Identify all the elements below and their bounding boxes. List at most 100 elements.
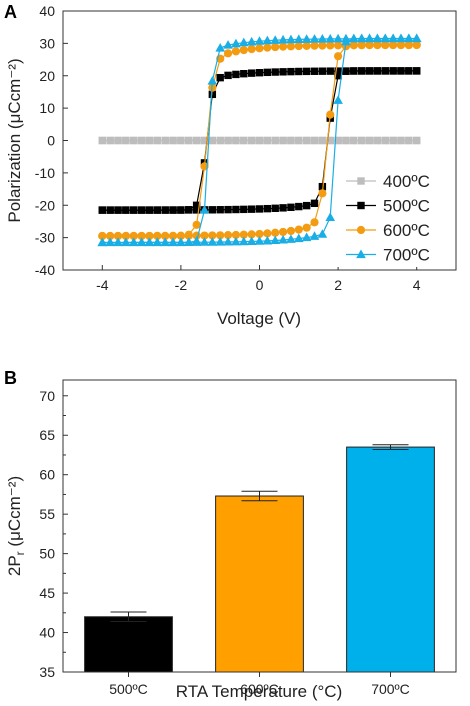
data-point — [223, 236, 233, 246]
data-point — [302, 223, 311, 232]
data-point — [270, 35, 281, 44]
panel-a-data — [97, 33, 422, 247]
data-point — [247, 44, 256, 54]
data-point — [333, 33, 343, 43]
data-point — [271, 204, 279, 213]
data-point — [114, 136, 122, 145]
y-tick-label: 45 — [39, 585, 55, 601]
y-tick-label: 60 — [39, 467, 55, 483]
data-point — [240, 205, 248, 214]
data-point — [301, 34, 312, 43]
series-500ºC — [98, 67, 421, 214]
x-tick-label: 4 — [413, 277, 421, 293]
data-point — [106, 206, 114, 214]
data-point — [373, 67, 382, 75]
panel-b-letter: B — [4, 368, 17, 388]
data-point — [176, 231, 185, 240]
data-point — [317, 33, 328, 43]
data-point — [137, 136, 146, 145]
data-point — [287, 67, 295, 76]
y-tick-label: -40 — [35, 262, 55, 278]
data-point — [342, 136, 350, 145]
bar — [346, 446, 435, 673]
data-point — [216, 136, 224, 145]
legend-label: 400ºC — [383, 172, 430, 191]
y-tick-label: 0 — [47, 133, 55, 149]
data-point — [145, 231, 154, 241]
data-point — [223, 49, 233, 58]
data-point — [263, 229, 272, 238]
y-tick-label: 30 — [39, 35, 55, 51]
data-point — [302, 201, 311, 210]
legend-marker — [356, 249, 366, 259]
data-point — [224, 71, 232, 80]
data-point — [169, 136, 177, 145]
data-point — [130, 136, 138, 145]
data-point — [263, 43, 272, 52]
data-point — [121, 237, 131, 247]
data-point — [113, 231, 123, 241]
data-point — [412, 40, 421, 50]
data-point — [342, 67, 350, 75]
data-point — [278, 227, 288, 237]
panel-b-data — [84, 444, 435, 673]
data-point — [309, 231, 320, 240]
data-point — [373, 41, 382, 50]
x-tick-label: 0 — [256, 277, 264, 293]
panel-a-x-axis-title: Voltage (V) — [217, 309, 301, 328]
data-point — [295, 202, 303, 211]
data-point — [98, 206, 106, 214]
data-point — [263, 136, 272, 145]
data-point — [294, 233, 304, 243]
data-point — [318, 136, 327, 145]
data-point — [381, 136, 389, 145]
panel-a-legend: 400ºC 500ºC 600ºC 700ºC — [336, 167, 454, 267]
legend-marker — [357, 177, 365, 185]
data-point — [295, 67, 303, 76]
data-point — [365, 136, 374, 145]
data-point — [216, 73, 224, 82]
data-point — [215, 237, 225, 246]
data-point — [286, 34, 296, 44]
data-point — [129, 231, 138, 241]
legend-label: 500ºC — [383, 197, 430, 216]
data-point — [185, 136, 193, 145]
x-tick-label: 2 — [334, 277, 342, 293]
data-point — [397, 67, 405, 75]
data-point — [364, 33, 375, 43]
data-point — [262, 235, 273, 245]
data-point — [200, 136, 209, 145]
data-point — [310, 199, 319, 208]
data-point — [128, 237, 139, 247]
data-point — [413, 67, 421, 75]
data-point — [349, 33, 359, 43]
data-point — [397, 136, 405, 145]
data-point — [247, 230, 256, 239]
data-point — [238, 236, 249, 246]
data-point — [405, 67, 413, 75]
data-point — [279, 204, 287, 212]
data-point — [161, 206, 169, 214]
data-point — [199, 205, 210, 214]
data-point — [183, 237, 194, 247]
data-point — [279, 68, 287, 76]
data-point — [263, 204, 272, 213]
data-point — [121, 231, 130, 241]
data-point — [168, 231, 178, 241]
data-point — [404, 40, 413, 50]
data-point — [254, 236, 265, 245]
x-tick-label: 600ºC — [240, 681, 279, 697]
data-point — [122, 206, 130, 214]
data-point — [302, 136, 311, 145]
data-point — [295, 136, 303, 145]
y-tick-label: -20 — [35, 197, 55, 213]
data-point — [334, 136, 342, 145]
data-point — [130, 206, 138, 214]
data-point — [106, 231, 115, 241]
panel-b-y-axis-title-sub: r — [13, 551, 27, 555]
y-tick-label: 10 — [39, 100, 55, 116]
data-point — [240, 136, 248, 145]
data-point — [215, 43, 225, 52]
bar — [84, 616, 173, 673]
